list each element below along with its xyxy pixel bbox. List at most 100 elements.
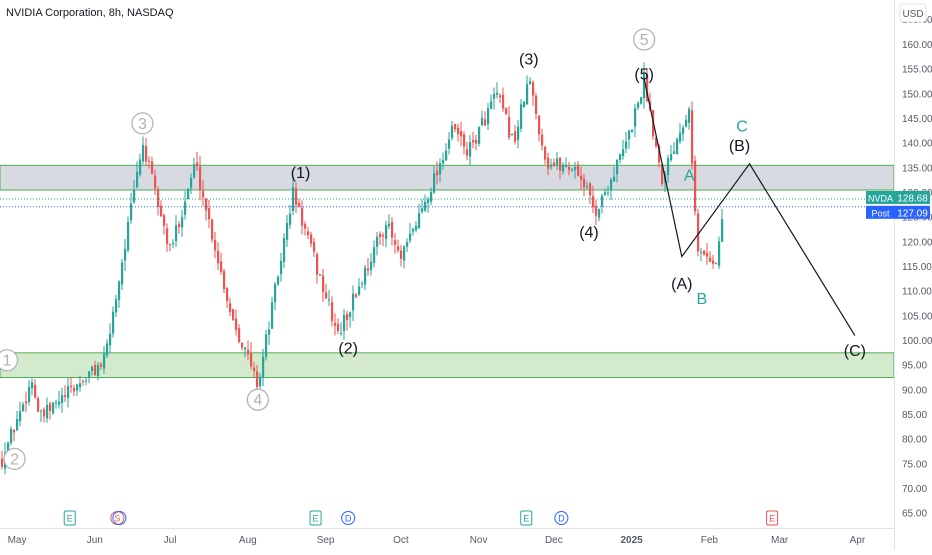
candle[interactable] xyxy=(313,237,316,257)
candle[interactable] xyxy=(400,244,403,267)
candle[interactable] xyxy=(379,231,382,245)
candle[interactable] xyxy=(376,231,379,256)
candle[interactable] xyxy=(721,208,724,242)
candle[interactable] xyxy=(97,362,100,381)
candle[interactable] xyxy=(715,262,718,265)
candle[interactable] xyxy=(598,208,601,222)
candle[interactable] xyxy=(148,156,151,169)
candle[interactable] xyxy=(487,102,490,130)
candle[interactable] xyxy=(694,155,697,216)
candle[interactable] xyxy=(679,123,682,145)
wave-projection-line[interactable] xyxy=(643,78,856,336)
candle[interactable] xyxy=(418,203,421,230)
candle[interactable] xyxy=(553,158,556,167)
candle[interactable] xyxy=(1,450,4,470)
candle[interactable] xyxy=(592,185,595,214)
candle[interactable] xyxy=(106,339,109,358)
candle[interactable] xyxy=(10,426,13,446)
candle[interactable] xyxy=(457,123,460,142)
candle[interactable] xyxy=(352,285,355,322)
candle[interactable] xyxy=(160,200,163,217)
candle[interactable] xyxy=(451,121,454,141)
candle[interactable] xyxy=(358,278,361,296)
candle[interactable] xyxy=(88,371,91,384)
candle[interactable] xyxy=(496,82,499,99)
candle[interactable] xyxy=(409,223,412,244)
candle[interactable] xyxy=(217,242,220,271)
candle[interactable] xyxy=(406,238,409,253)
candle[interactable] xyxy=(697,208,700,257)
candle[interactable] xyxy=(220,252,223,275)
candle[interactable] xyxy=(595,199,598,225)
candle[interactable] xyxy=(502,87,505,112)
candle[interactable] xyxy=(73,384,76,397)
candle[interactable] xyxy=(331,296,334,327)
candle[interactable] xyxy=(499,93,502,104)
candle[interactable] xyxy=(235,309,238,336)
candle[interactable] xyxy=(448,132,451,155)
candle[interactable] xyxy=(355,292,358,299)
candle[interactable] xyxy=(100,361,103,370)
candle[interactable] xyxy=(184,190,187,220)
candle[interactable] xyxy=(55,399,58,409)
candle[interactable] xyxy=(637,101,640,111)
candle[interactable] xyxy=(208,199,211,229)
candle[interactable] xyxy=(283,233,286,269)
candle[interactable] xyxy=(427,196,430,213)
candle[interactable] xyxy=(403,245,406,269)
candle[interactable] xyxy=(166,223,169,253)
candle[interactable] xyxy=(43,407,46,423)
candle[interactable] xyxy=(277,275,280,286)
candle[interactable] xyxy=(265,329,268,361)
candle[interactable] xyxy=(682,125,685,142)
candle[interactable] xyxy=(667,154,670,183)
candle[interactable] xyxy=(307,227,310,239)
candle[interactable] xyxy=(703,249,706,256)
candle[interactable] xyxy=(202,180,205,207)
candle[interactable] xyxy=(118,280,121,308)
candle[interactable] xyxy=(304,221,307,236)
candle[interactable] xyxy=(178,220,181,234)
candle[interactable] xyxy=(412,227,415,236)
candle[interactable] xyxy=(706,243,709,265)
candle[interactable] xyxy=(565,157,568,168)
candle[interactable] xyxy=(145,137,148,166)
candle[interactable] xyxy=(130,192,133,224)
zone-support[interactable] xyxy=(0,352,895,378)
candle[interactable] xyxy=(394,233,397,254)
candle[interactable] xyxy=(34,379,37,400)
candle[interactable] xyxy=(157,186,160,216)
candle[interactable] xyxy=(193,157,196,179)
candle[interactable] xyxy=(454,123,457,133)
candle[interactable] xyxy=(169,243,172,252)
candle[interactable] xyxy=(253,361,256,379)
candle[interactable] xyxy=(661,163,664,187)
candle[interactable] xyxy=(325,283,328,300)
candle[interactable] xyxy=(343,308,346,340)
candle[interactable] xyxy=(538,115,541,142)
candle[interactable] xyxy=(712,254,715,269)
candle[interactable] xyxy=(112,306,115,338)
candle[interactable] xyxy=(517,119,520,149)
candle[interactable] xyxy=(64,385,67,403)
candle[interactable] xyxy=(196,151,199,171)
candle[interactable] xyxy=(514,124,517,145)
event-marker-E[interactable]: E xyxy=(766,510,779,526)
candle[interactable] xyxy=(199,155,202,201)
candle[interactable] xyxy=(214,231,217,259)
candle[interactable] xyxy=(718,236,721,270)
candle[interactable] xyxy=(484,111,487,127)
candle[interactable] xyxy=(385,220,388,248)
candle[interactable] xyxy=(382,232,385,246)
candle[interactable] xyxy=(439,158,442,183)
candle[interactable] xyxy=(334,313,337,336)
candle[interactable] xyxy=(271,296,274,329)
price-tag-nvda[interactable]: NVDA 128.68 xyxy=(866,190,930,205)
candle[interactable] xyxy=(340,322,343,336)
candle[interactable] xyxy=(52,402,55,415)
candle[interactable] xyxy=(631,129,634,133)
candle[interactable] xyxy=(187,188,190,200)
candle[interactable] xyxy=(190,173,193,195)
candle[interactable] xyxy=(535,92,538,120)
event-marker-S[interactable]: S xyxy=(110,511,127,525)
